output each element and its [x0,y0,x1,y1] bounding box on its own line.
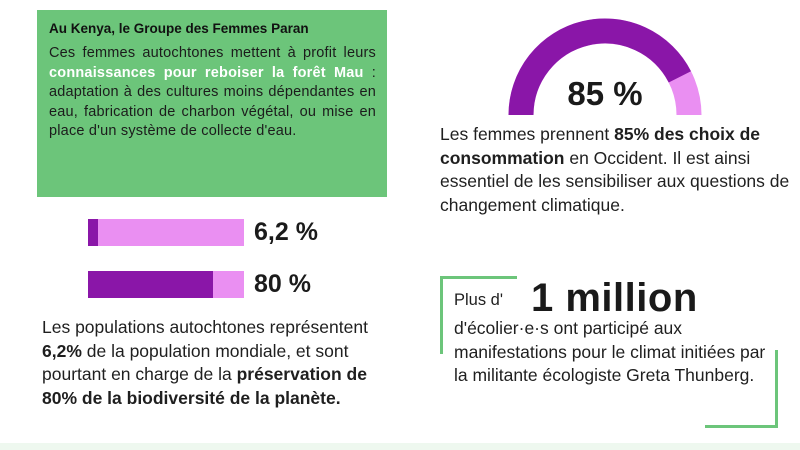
women-text-1: Les femmes prennent [440,124,615,144]
paran-text: Ces femmes autochtones mettent à profit … [49,44,376,142]
paran-text-start: Ces femmes autochtones mettent à profit … [49,45,376,61]
population-text: Les populations autochtones représentent… [42,316,402,410]
consumption-gauge: 85 % [505,5,715,116]
students-prefix: Plus d' [454,291,504,309]
bottom-strip [0,443,800,450]
population-text-1: Les populations autochtones représentent [42,317,368,337]
paran-text-end: : adaptation à des cultures moins dépend… [49,64,376,140]
bar-track [88,219,244,246]
gauge-svg [508,18,702,116]
frame-corner-left [440,276,443,354]
paran-info-box: Au Kenya, le Groupe des Femmes Paran Ces… [37,10,387,197]
women-text-2: en Occident. Il est ainsi essentiel de l… [440,147,790,215]
gauge-value: 85 % [567,75,643,112]
frame-corner-top [440,276,517,279]
bar-fill [88,271,213,298]
bar-value-biodiversity: 80 % [254,270,311,298]
women-consumption-text: Les femmes prennent 85% des choix de con… [440,123,790,217]
population-text-2: de la population mondiale, et sont pourt… [42,340,349,385]
population-bold-1: 6,2% [42,340,82,361]
bar-indigenous-population [88,219,244,246]
paran-text-highlight: connaissances pour reboiser la forêt Mau [49,64,364,81]
women-text-bold: 85% des choix de consommation [440,124,761,168]
bar-value-population: 6,2 % [254,218,318,246]
students-text: d'écolier·e·s ont participé aux manifest… [454,318,766,385]
paran-title: Au Kenya, le Groupe des Femmes Paran [49,21,309,36]
bar-fill [88,219,98,246]
gauge-fill [508,18,691,116]
bar-biodiversity [88,271,244,298]
frame-corner-right [775,350,778,428]
frame-corner-bottom [705,425,778,428]
population-bold-2: préservation de 80% de la biodiversité d… [42,364,367,408]
students-count: 1 million [531,276,698,320]
